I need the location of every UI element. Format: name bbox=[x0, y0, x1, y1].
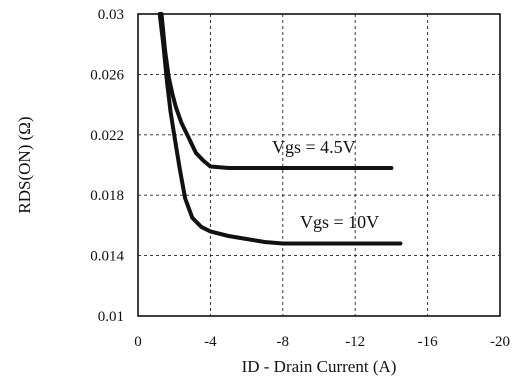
y-axis-label: RDS(ON) (Ω) bbox=[15, 116, 34, 213]
series-line-vgs-4-5v bbox=[159, 12, 394, 170]
series-line-vgs-10v bbox=[157, 12, 403, 246]
x-tick-label: -20 bbox=[490, 334, 510, 350]
x-tick-label: 0 bbox=[134, 334, 142, 350]
y-tick-label: 0.026 bbox=[90, 67, 124, 83]
series-label-vgs-4-5v: Vgs = 4.5V bbox=[272, 137, 356, 157]
x-tick-label: -12 bbox=[345, 334, 365, 350]
grid-lines bbox=[138, 14, 500, 316]
tick-labels: 0 -4 -8 -12 -16 -20 0.01 0.014 0.018 0.022 0.026 0.… bbox=[90, 7, 510, 350]
y-tick-label: 0.03 bbox=[98, 7, 124, 23]
x-tick-label: -4 bbox=[204, 334, 217, 350]
series-layer bbox=[157, 12, 403, 246]
y-tick-label: 0.018 bbox=[90, 188, 124, 204]
y-tick-label: 0.022 bbox=[90, 128, 124, 144]
x-tick-label: -16 bbox=[418, 334, 438, 350]
series-label-vgs-10v: Vgs = 10V bbox=[300, 212, 379, 232]
plot-frame bbox=[137, 13, 501, 317]
y-tick-label: 0.014 bbox=[90, 249, 124, 265]
x-axis-label: ID - Drain Current (A) bbox=[242, 357, 397, 376]
y-tick-label: 0.01 bbox=[98, 309, 124, 325]
x-tick-label: -8 bbox=[277, 334, 290, 350]
